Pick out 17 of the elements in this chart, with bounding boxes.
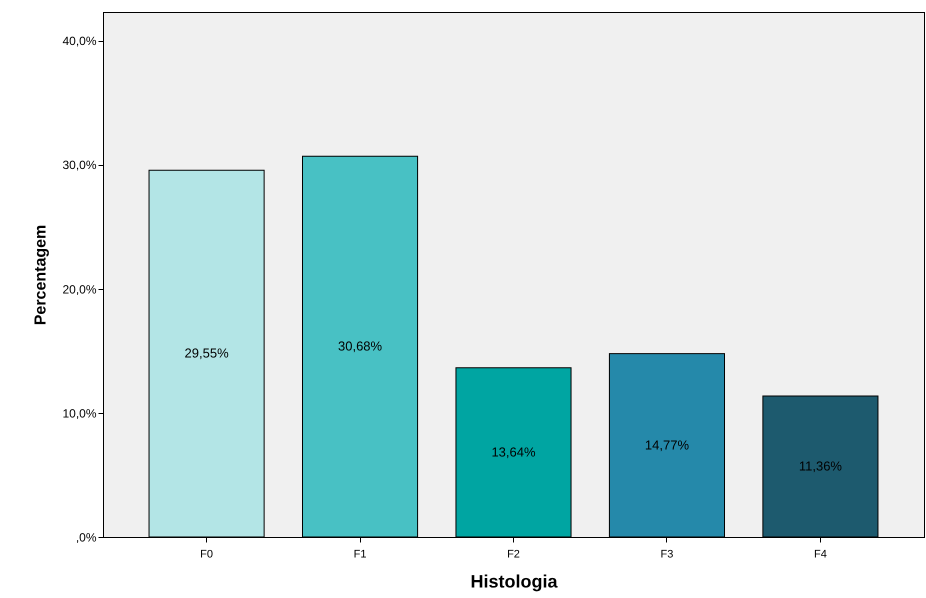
y-tick-label: 40,0%	[62, 34, 97, 48]
x-tick-label: F1	[354, 548, 366, 560]
x-tick-label: F2	[507, 548, 520, 560]
y-axis-title: Percentagem	[32, 224, 50, 326]
y-tick-label: 10,0%	[62, 406, 97, 420]
data-label: 11,36%	[798, 458, 842, 474]
x-axis-title: Histologia	[470, 572, 558, 592]
data-label: 13,64%	[491, 444, 536, 460]
data-label: 30,68%	[338, 338, 383, 354]
data-label: 14,77%	[644, 437, 690, 452]
y-tick-label: 30,0%	[62, 158, 97, 172]
x-tick-label: F3	[660, 548, 674, 560]
x-tick-label: F4	[814, 548, 827, 560]
data-label: 29,55%	[184, 346, 230, 361]
y-tick-label: 20,0%	[62, 282, 97, 296]
x-tick-label: F0	[200, 548, 214, 560]
y-tick-label: ,0%	[76, 530, 97, 544]
